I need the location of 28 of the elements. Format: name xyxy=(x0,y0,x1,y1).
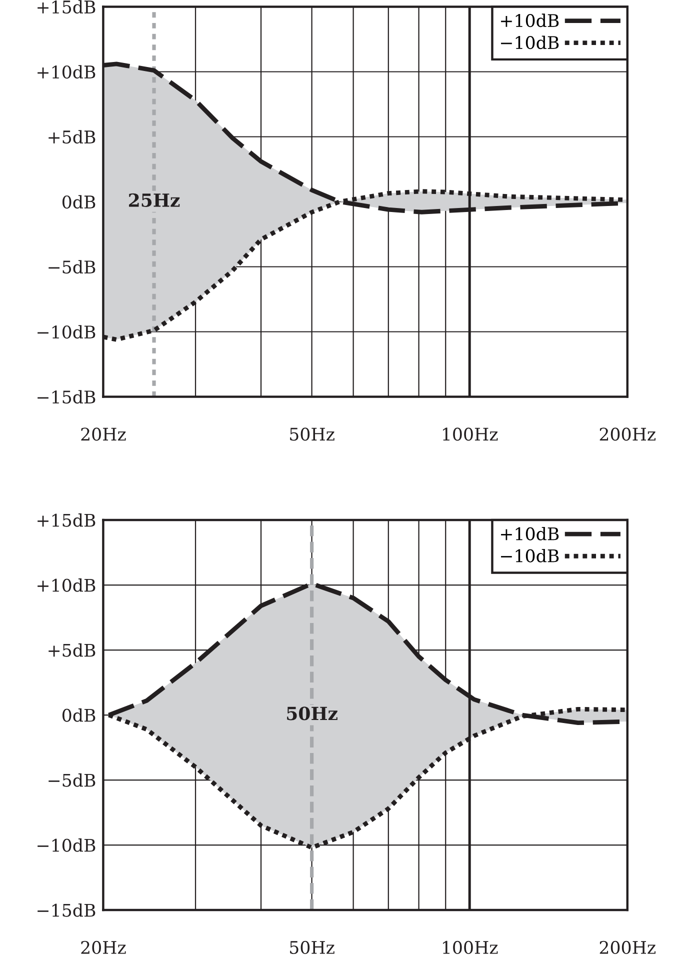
ref-line-label: 25Hz xyxy=(128,193,180,207)
legend-label: −10dB xyxy=(501,548,559,562)
legend-label: −10dB xyxy=(501,36,559,50)
ref-line-label: 50Hz xyxy=(287,706,338,720)
y-tick-label: 0dB xyxy=(62,195,96,209)
x-tick-label: 200Hz xyxy=(600,940,656,954)
x-tick-label: 50Hz xyxy=(290,428,334,441)
y-tick-label: −5dB xyxy=(48,773,96,787)
y-tick-label: +5dB xyxy=(48,643,96,657)
x-tick-label: 200Hz xyxy=(600,428,656,441)
x-tick-label: 100Hz xyxy=(443,940,498,954)
y-tick-label: −10dB xyxy=(38,325,96,339)
y-tick-label: −15dB xyxy=(38,390,96,404)
y-tick-label: +10dB xyxy=(38,578,96,592)
legend-label: +10dB xyxy=(501,14,559,28)
y-tick-label: 0dB xyxy=(62,708,96,722)
y-tick-label: +10dB xyxy=(38,65,96,79)
y-tick-label: −15dB xyxy=(38,903,96,917)
x-tick-label: 50Hz xyxy=(290,940,334,954)
y-tick-label: +15dB xyxy=(38,0,96,14)
y-tick-label: +15dB xyxy=(38,513,96,527)
y-tick-label: −5dB xyxy=(48,260,96,274)
y-tick-label: +5dB xyxy=(48,130,96,144)
x-tick-label: 100Hz xyxy=(443,428,498,441)
y-tick-label: −10dB xyxy=(38,838,96,852)
legend-label: +10dB xyxy=(501,526,559,540)
x-tick-label: 20Hz xyxy=(81,940,126,954)
x-tick-label: 20Hz xyxy=(81,428,126,441)
